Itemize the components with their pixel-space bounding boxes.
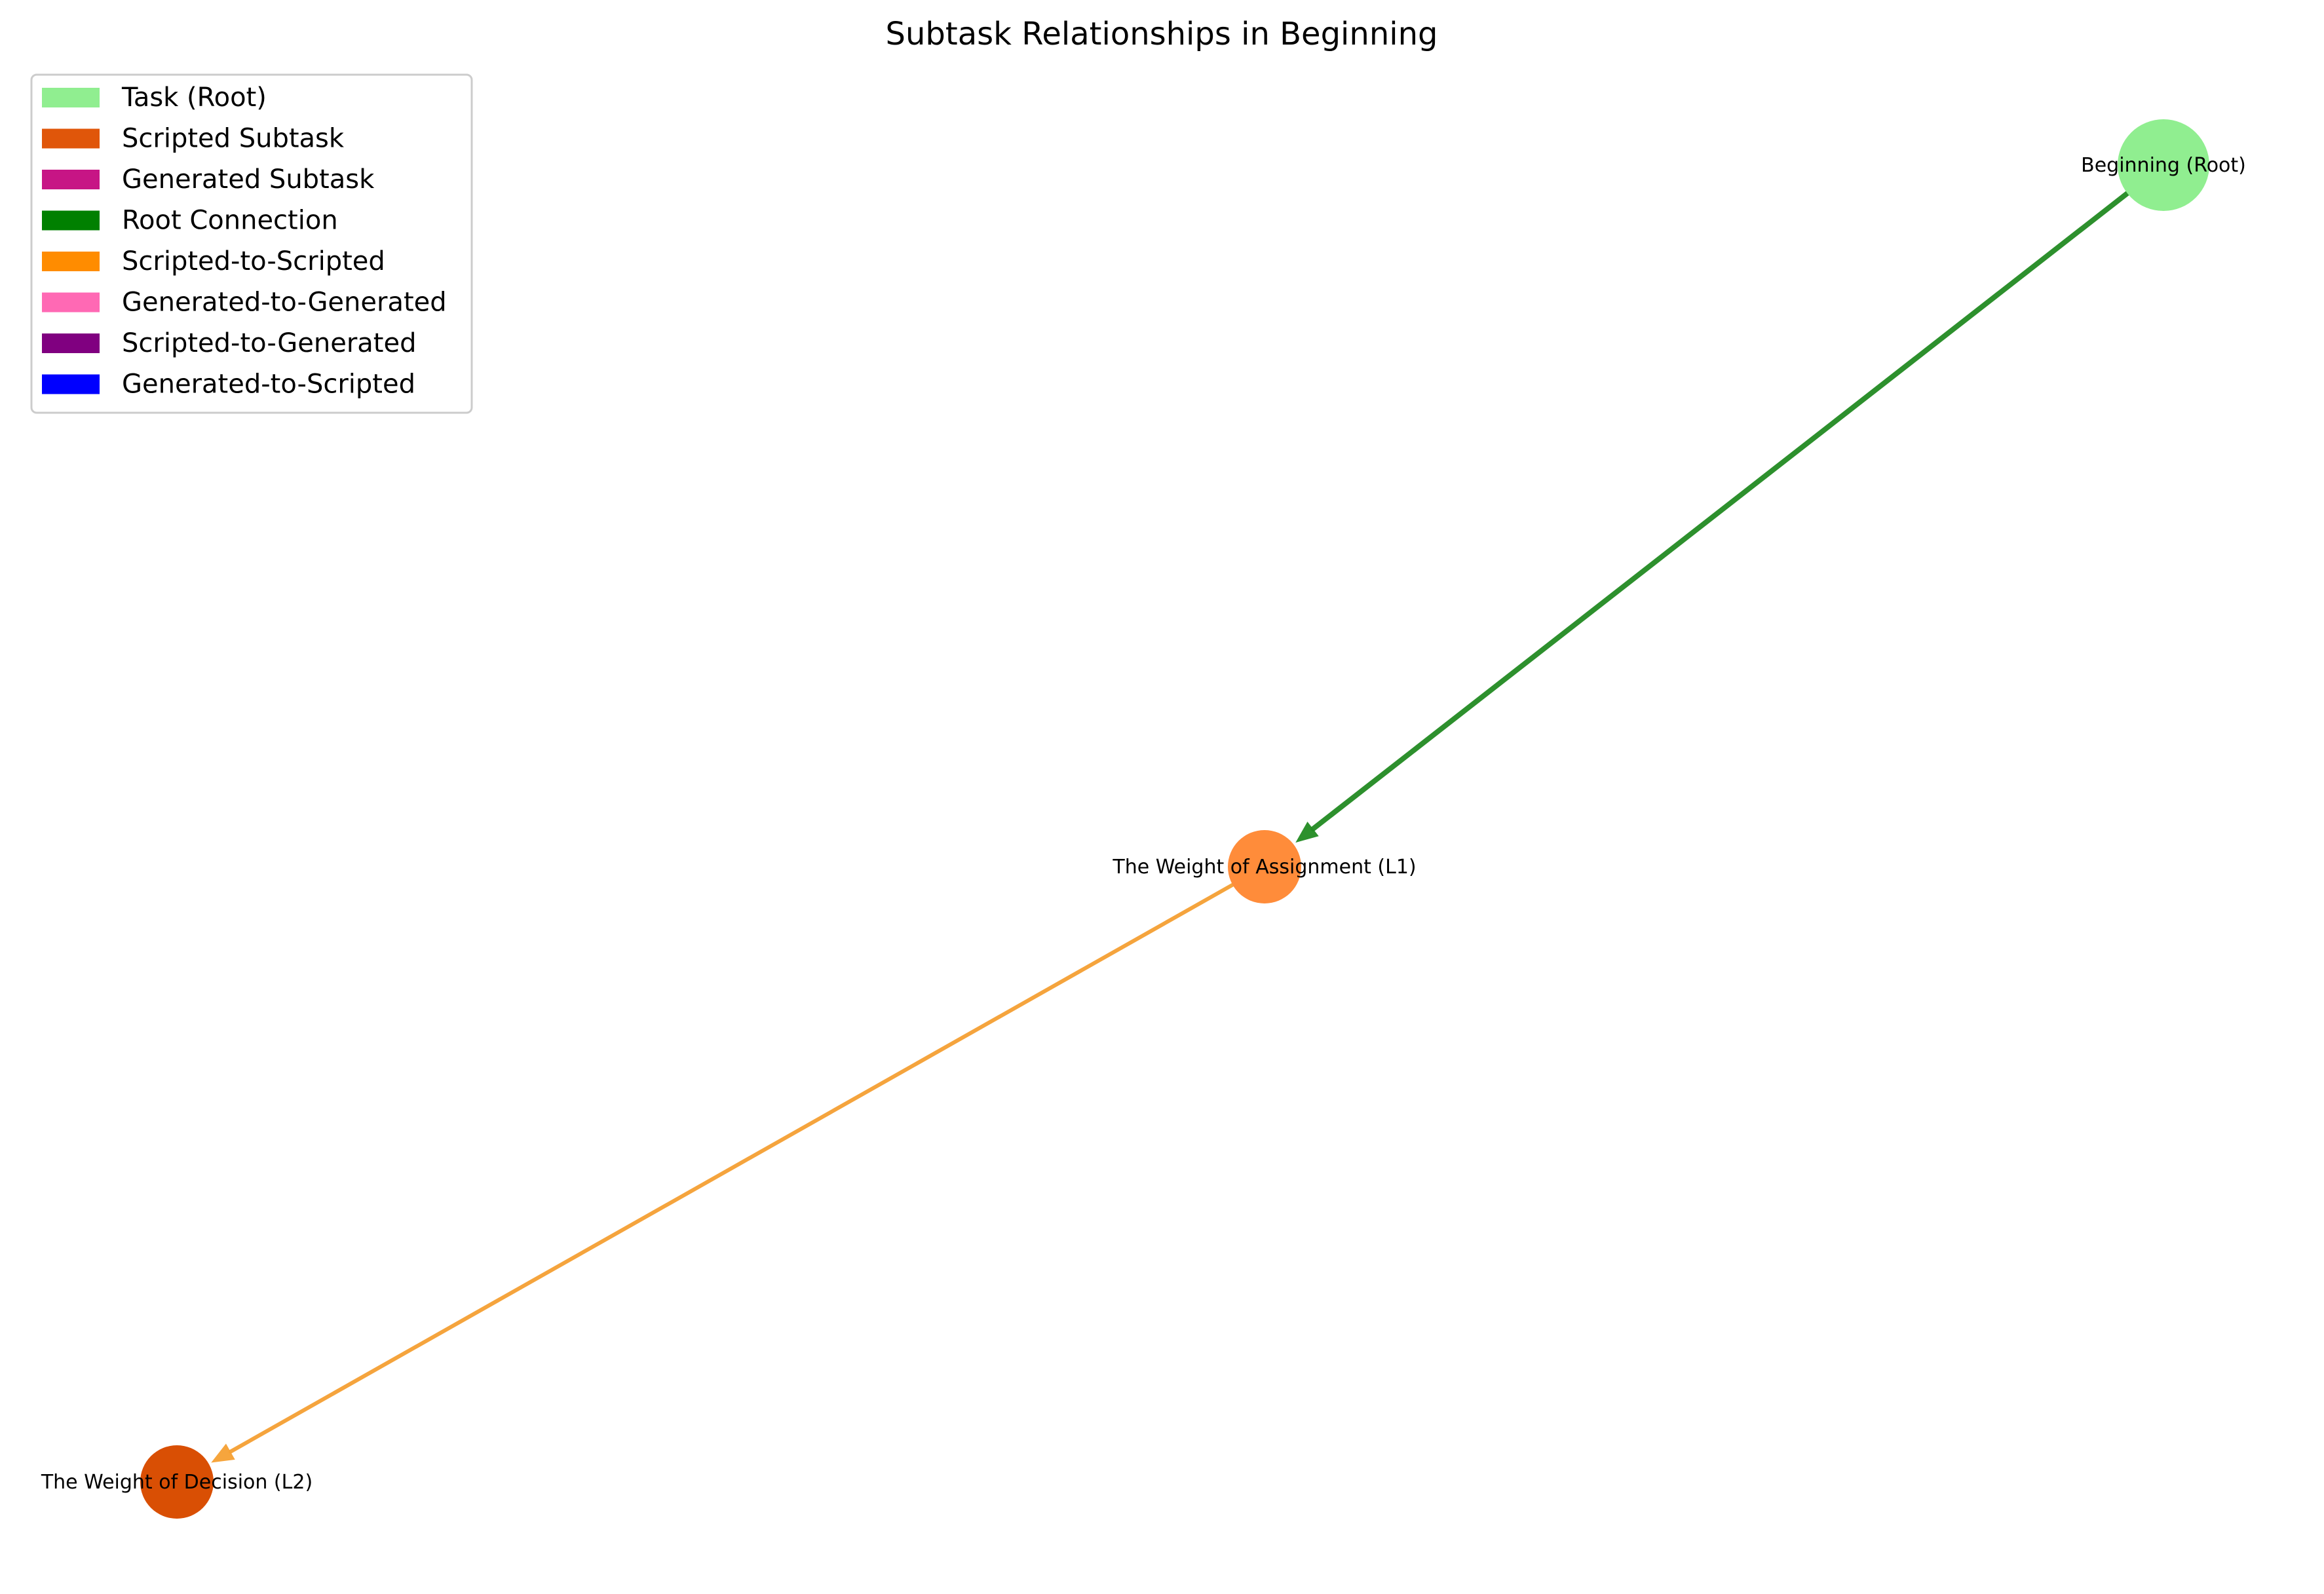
- legend-swatch: [42, 170, 100, 189]
- legend-label: Generated-to-Generated: [122, 288, 447, 318]
- legend-label: Task (Root): [121, 83, 267, 113]
- legend-label: Generated Subtask: [122, 164, 375, 195]
- edges-layer: [211, 191, 2130, 1463]
- legend-items: Task (Root) Scripted Subtask Generated Sub…: [42, 83, 447, 400]
- legend-label: Scripted Subtask: [122, 124, 345, 154]
- legend-swatch: [42, 333, 100, 353]
- diagram-title: Subtask Relationships in Beginning: [886, 16, 1438, 52]
- legend-swatch: [42, 252, 100, 271]
- nodes-layer: [140, 119, 2209, 1519]
- legend-label: Scripted-to-Generated: [122, 328, 416, 358]
- node-labels-layer: Beginning (Root) The Weight of Assignment…: [41, 154, 2246, 1494]
- legend-label: Generated-to-Scripted: [122, 370, 415, 400]
- legend-swatch: [42, 128, 100, 149]
- legend-frame: [30, 73, 473, 414]
- legend-swatch: [42, 374, 100, 394]
- legend-swatch: [42, 88, 100, 107]
- node-l1[interactable]: [1228, 830, 1301, 903]
- node-label-root: Beginning (Root): [2081, 154, 2246, 177]
- node-root[interactable]: [2118, 119, 2209, 211]
- edge-root-to-l1: [1310, 191, 2130, 832]
- node-l2[interactable]: [140, 1445, 214, 1519]
- node-label-l2: The Weight of Decision (L2): [41, 1471, 313, 1494]
- node-label-l1: The Weight of Assignment (L1): [1112, 856, 1416, 879]
- legend: Task (Root) Scripted Subtask Generated Sub…: [30, 73, 473, 414]
- legend-label: Root Connection: [122, 206, 338, 236]
- legend-swatch: [42, 292, 100, 313]
- legend-swatch: [42, 210, 100, 231]
- edge-arrowhead-root-to-l1: [1295, 822, 1319, 843]
- edge-arrowhead-l1-to-l2: [211, 1443, 235, 1463]
- edge-l1-to-l2: [228, 882, 1235, 1454]
- legend-label: Scripted-to-Scripted: [122, 246, 385, 276]
